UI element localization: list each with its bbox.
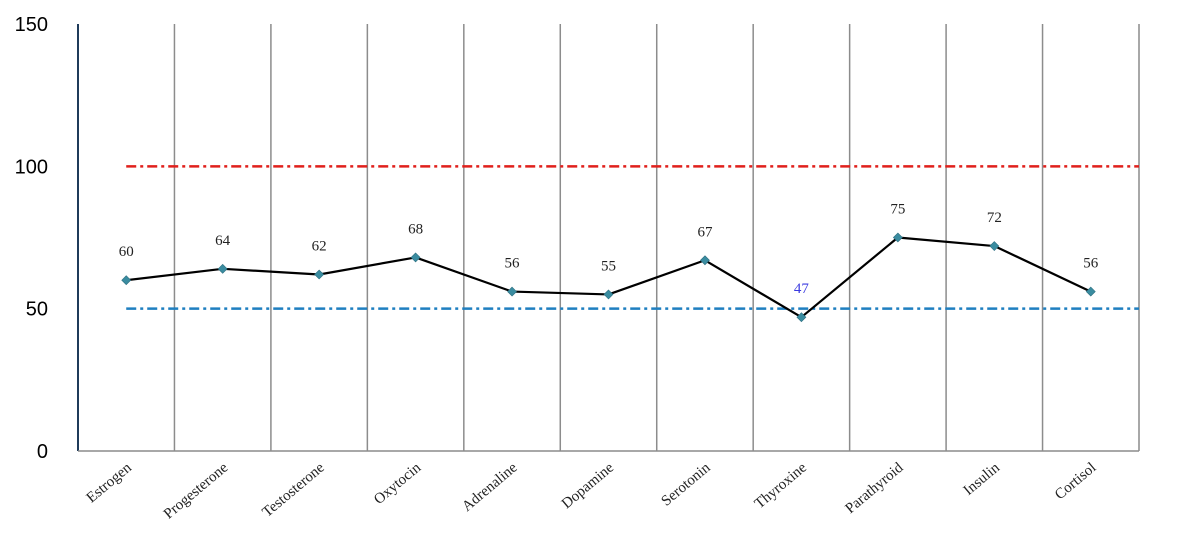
reference-lines: [126, 165, 1139, 310]
data-point-marker: [603, 289, 614, 300]
data-point-marker: [217, 263, 228, 274]
x-tick-label: Serotonin: [659, 459, 714, 509]
series-markers: [121, 232, 1096, 323]
data-label: 47: [794, 281, 810, 297]
data-point-marker: [892, 232, 903, 243]
data-label: 72: [987, 210, 1002, 226]
y-tick-label: 150: [15, 14, 48, 36]
data-point-marker: [314, 269, 325, 280]
data-point-marker: [507, 286, 517, 297]
data-label: 56: [1083, 256, 1099, 272]
grid: [173, 24, 1140, 451]
x-tick-label: Thyroxine: [752, 460, 810, 513]
x-tick-label: Estrogen: [84, 459, 136, 506]
data-point-marker: [989, 241, 1000, 251]
x-tick-label: Adrenaline: [459, 460, 521, 515]
x-tick-label: Progesterone: [161, 460, 232, 523]
x-tick-label: Insulin: [961, 459, 1004, 498]
data-label: 60: [119, 244, 134, 260]
axes: [77, 24, 1139, 452]
y-tick-labels: 0 50 100 150: [15, 14, 48, 463]
y-tick-label: 50: [26, 299, 48, 321]
x-tick-label: Parathyroid: [843, 459, 907, 517]
data-point-marker: [796, 312, 807, 323]
data-label: 67: [697, 224, 713, 240]
data-point-marker: [1085, 286, 1096, 297]
data-point-marker: [121, 275, 132, 286]
data-label: 56: [505, 256, 521, 272]
data-point-marker: [410, 252, 421, 263]
y-tick-label: 0: [37, 441, 48, 463]
data-label: 64: [215, 233, 231, 249]
x-tick-labels: Estrogen Progesterone Testosterone Oxytocin…: [84, 459, 1100, 522]
x-tick-label: Oxytocin: [371, 459, 424, 507]
data-label: 62: [312, 239, 327, 255]
x-tick-label: Cortisol: [1052, 460, 1099, 503]
data-label: 55: [601, 258, 616, 274]
x-tick-label: Dopamine: [559, 460, 617, 513]
x-tick-label: Testosterone: [260, 460, 328, 521]
y-tick-label: 100: [15, 156, 48, 178]
data-point-marker: [700, 255, 710, 266]
data-labels: 60 64 62 68 56 55 67 47 75 72 56: [119, 202, 1099, 298]
data-label: 75: [890, 202, 905, 218]
data-label: 68: [408, 221, 423, 237]
